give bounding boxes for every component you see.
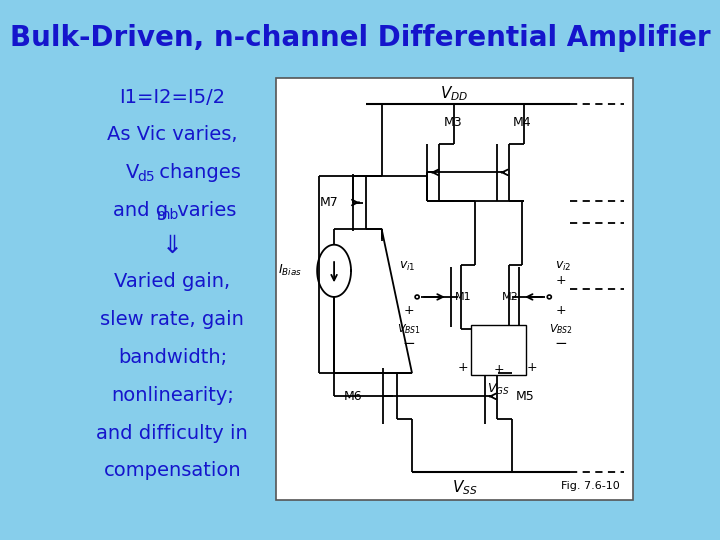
- Text: M2: M2: [502, 292, 518, 302]
- Text: Fig. 7.6-10: Fig. 7.6-10: [561, 481, 619, 491]
- Text: d5: d5: [137, 170, 155, 184]
- Text: M4: M4: [513, 116, 531, 129]
- Text: As Vic varies,: As Vic varies,: [107, 125, 238, 145]
- Text: compensation: compensation: [104, 461, 241, 481]
- Text: $I_{Bias}$: $I_{Bias}$: [278, 264, 302, 279]
- Text: mb: mb: [157, 208, 179, 222]
- Text: M7: M7: [320, 196, 338, 209]
- Text: M3: M3: [444, 116, 462, 129]
- Text: $V_{GS}$: $V_{GS}$: [487, 382, 510, 397]
- Text: and g: and g: [113, 201, 168, 220]
- Text: nonlinearity;: nonlinearity;: [111, 386, 234, 405]
- Text: +: +: [403, 305, 414, 318]
- Text: +: +: [458, 361, 468, 374]
- Text: −: −: [555, 336, 567, 350]
- Text: changes: changes: [153, 163, 241, 183]
- Text: +: +: [556, 305, 567, 318]
- Text: $V_{DD}$: $V_{DD}$: [440, 85, 469, 103]
- Text: $V_{SS}$: $V_{SS}$: [451, 478, 477, 497]
- Text: +: +: [527, 361, 538, 374]
- Text: varies: varies: [171, 201, 237, 220]
- Text: Varied gain,: Varied gain,: [114, 272, 230, 292]
- Text: slew rate, gain: slew rate, gain: [100, 310, 244, 329]
- Text: M5: M5: [516, 390, 535, 403]
- Text: Bulk-Driven, n-channel Differential Amplifier: Bulk-Driven, n-channel Differential Ampl…: [9, 24, 711, 52]
- Text: M6: M6: [343, 390, 362, 403]
- Text: $V_{BS2}$: $V_{BS2}$: [549, 322, 573, 336]
- Text: +: +: [493, 363, 504, 376]
- Text: I1=I2=I5/2: I1=I2=I5/2: [120, 87, 225, 107]
- Text: −: −: [402, 336, 415, 350]
- Text: and difficulty in: and difficulty in: [96, 423, 248, 443]
- Text: bandwidth;: bandwidth;: [118, 348, 227, 367]
- Text: $V_{BS1}$: $V_{BS1}$: [397, 322, 420, 336]
- Bar: [472, 325, 526, 375]
- Text: V: V: [126, 163, 140, 183]
- Text: $v_{i1}$: $v_{i1}$: [399, 260, 415, 273]
- Text: +: +: [556, 274, 567, 287]
- Text: ⇓: ⇓: [162, 234, 183, 258]
- Bar: [276, 78, 633, 500]
- Text: M1: M1: [454, 292, 471, 302]
- Text: $v_{i2}$: $v_{i2}$: [554, 260, 571, 273]
